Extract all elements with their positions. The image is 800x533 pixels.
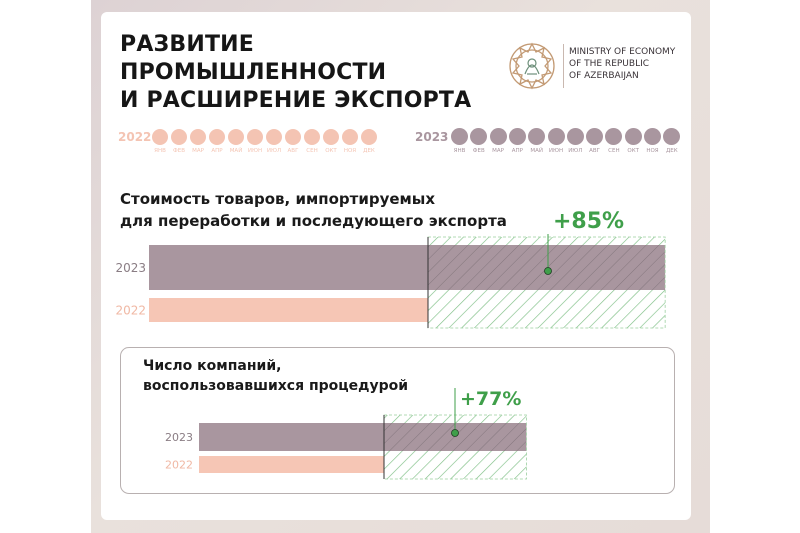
chart1-label-2022: 2022	[115, 304, 146, 318]
timeline-dot-2023-3	[489, 128, 507, 145]
timeline-dot-2023-5	[528, 128, 546, 145]
chart1-growth-hatch-top	[428, 237, 666, 245]
chart2-growth-label: +77%	[460, 388, 521, 410]
timeline-dot-2022-9	[304, 129, 320, 145]
timeline-dot-2023-4	[508, 128, 526, 145]
month-label-2023-11: НОЯ	[646, 148, 659, 154]
timeline-dot-2023-8	[586, 128, 604, 145]
title-line-2: ПРОМЫШЛЕННОСТИ	[120, 60, 387, 85]
timeline-dot-2022-5	[228, 129, 244, 145]
ministry-name: MINISTRY OF ECONOMY OF THE REPUBLIC OF A…	[569, 46, 675, 82]
chart2-growth-hatch-area	[384, 451, 527, 479]
chart2-title-line-1: Число компаний,	[143, 358, 282, 374]
month-label-2023-12: ДЕК	[665, 148, 678, 154]
month-label-2022-7: ИЮЛ	[266, 148, 282, 154]
timeline-dot-2022-4	[209, 129, 225, 145]
timeline-dot-2023-11	[644, 128, 661, 145]
chart2-label-2022: 2022	[165, 459, 193, 472]
chart1-title: Стоимость товаров, импортируемых для пер…	[120, 188, 507, 232]
month-label-2023-8: АВГ	[589, 148, 601, 154]
month-label-2023-4: АПР	[511, 148, 523, 154]
chart1-title-line-1: Стоимость товаров, импортируемых	[120, 190, 436, 208]
timeline-dot-2022-8	[285, 129, 301, 145]
month-label-2023-7: ИЮЛ	[568, 148, 583, 154]
chart1-growth-label: +85%	[553, 209, 624, 234]
month-label-2022-6: ИЮН	[247, 148, 263, 154]
timeline-dot-2023-12	[663, 128, 681, 145]
year-label-2023: 2023	[415, 130, 449, 144]
chart1-bar-2023-base	[149, 245, 428, 290]
month-label-2022-3: МАР	[192, 148, 204, 154]
chart1-title-line-2: для переработки и последующего экспорта	[120, 212, 507, 230]
chart2-title-line-2: воспользовавшихся процедурой	[143, 378, 409, 394]
month-label-2022-8: АВГ	[287, 148, 299, 154]
logo-divider	[563, 44, 564, 88]
ministry-line-3: OF AZERBAIJAN	[569, 71, 639, 81]
chart2-bar-2023-base	[199, 423, 384, 451]
month-label-2022-11: НОЯ	[343, 148, 357, 154]
month-label-2022-12: ДЕК	[363, 148, 375, 154]
month-label-2023-2: ФЕВ	[472, 148, 485, 154]
month-label-2023-10: ОКТ	[627, 148, 639, 154]
timeline-dot-2022-12	[361, 129, 377, 145]
chart1-label-2023: 2023	[115, 261, 146, 275]
page-title: РАЗВИТИЕ ПРОМЫШЛЕННОСТИ И РАСШИРЕНИЕ ЭКС…	[120, 31, 471, 115]
ministry-line-2: OF THE REPUBLIC	[569, 59, 650, 69]
timeline-dot-2023-7	[566, 128, 584, 145]
timeline-dot-2023-9	[605, 128, 623, 145]
chart1-bar-2022	[149, 298, 428, 322]
chart2-bar-2022	[199, 456, 384, 473]
timeline-dot-2022-3	[190, 129, 206, 145]
timeline-dot-2022-11	[342, 129, 358, 145]
ministry-line-1: MINISTRY OF ECONOMY	[569, 47, 676, 57]
chart1-growth-dot	[544, 267, 552, 275]
month-label-2022-9: СЕН	[306, 148, 318, 154]
year-label-2022: 2022	[118, 130, 152, 144]
chart2-title: Число компаний, воспользовавшихся процед…	[143, 356, 408, 396]
timeline-dot-2022-2	[171, 129, 187, 145]
timeline-dot-2023-1	[451, 128, 468, 145]
timeline-dot-2023-2	[470, 128, 488, 145]
chart2-growth-dot	[451, 429, 459, 437]
month-label-2022-2: ФЕВ	[173, 148, 185, 154]
timeline-dot-2022-1	[152, 129, 168, 145]
month-label-2023-6: ИЮН	[548, 148, 564, 154]
timeline-dot-2022-10	[323, 129, 339, 145]
title-line-3: И РАСШИРЕНИЕ ЭКСПОРТА	[120, 88, 472, 113]
month-label-2023-1: ЯНВ	[453, 148, 466, 154]
month-label-2023-3: МАР	[492, 148, 504, 154]
timeline-dot-2023-10	[624, 128, 642, 145]
timeline-dot-2022-7	[266, 129, 282, 145]
month-label-2023-9: СЕН	[608, 148, 620, 154]
month-label-2022-1: ЯНВ	[154, 148, 166, 154]
timeline-dot-2022-6	[247, 129, 263, 145]
month-label-2023-5: МАЙ	[530, 148, 543, 154]
timeline-dot-2023-6	[547, 128, 565, 145]
chart2-label-2023: 2023	[165, 431, 193, 444]
month-label-2022-5: МАЙ	[229, 148, 243, 154]
month-label-2022-4: АПР	[211, 148, 223, 154]
chart1-growth-hatch-area	[428, 290, 666, 328]
ministry-emblem-icon	[509, 42, 555, 90]
title-line-1: РАЗВИТИЕ	[120, 32, 255, 57]
month-label-2022-10: ОКТ	[325, 148, 337, 154]
